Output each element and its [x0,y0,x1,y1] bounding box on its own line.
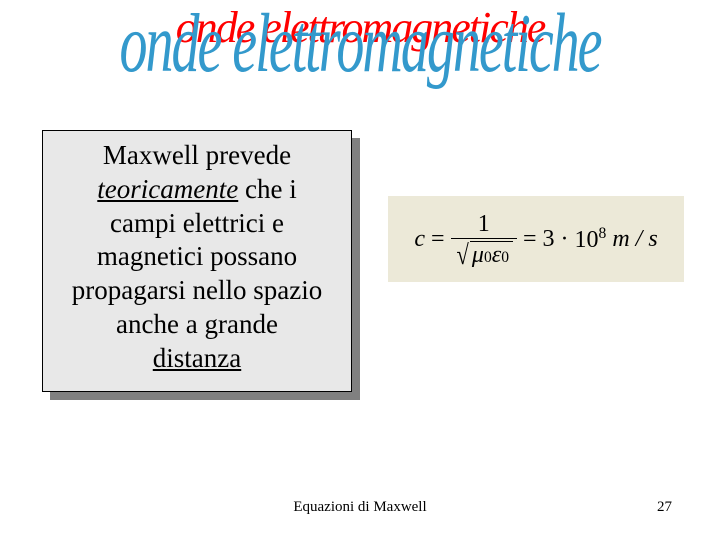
textbox-line-1: Maxwell prevede [49,139,345,173]
eps-sub: 0 [501,250,509,266]
slide-number: 27 [657,499,672,516]
textbox-line-7: distanza [49,342,345,376]
title-wordart: onde elettromagnetiche [119,0,600,92]
formula-box: c = 1 √ μ0ε0 = 3 · 108 m / s [388,196,684,282]
formula-numerator: 1 [474,212,494,238]
formula-equals-2: = [523,226,537,253]
mu-sub: 0 [484,250,492,266]
textbox-line-4: magnetici possano [49,240,345,274]
sqrt-sign: √ [456,243,468,269]
formula-ten: 108 [575,225,607,254]
formula-unit: m / s [612,226,657,253]
eps-symbol: ε [492,243,501,267]
speed-of-light-formula: c = 1 √ μ0ε0 = 3 · 108 m / s [414,212,657,267]
formula-three: 3 [543,226,555,253]
mu-symbol: μ [472,243,484,267]
sqrt-body: μ0ε0 [470,241,513,267]
formula-equals-1: = [431,226,445,253]
footer-center-text: Equazioni di Maxwell [293,499,426,516]
formula-dot: · [561,226,569,253]
formula-sqrt: √ μ0ε0 [455,241,513,267]
textbox-line-2: teoricamente che i [49,173,345,207]
formula-exp: 8 [599,225,607,242]
textbox-line-3: campi elettrici e [49,207,345,241]
maxwell-textbox: Maxwell prevede teoricamente che i campi… [42,130,352,392]
formula-denominator: √ μ0ε0 [451,238,517,267]
formula-c: c [414,226,425,253]
formula-fraction: 1 √ μ0ε0 [451,212,517,267]
textbox-line-5: propagarsi nello spazio [49,274,345,308]
slide: onde elettromagnetiche onde elettromagne… [0,0,720,540]
textbox-line-6: anche a grande [49,308,345,342]
